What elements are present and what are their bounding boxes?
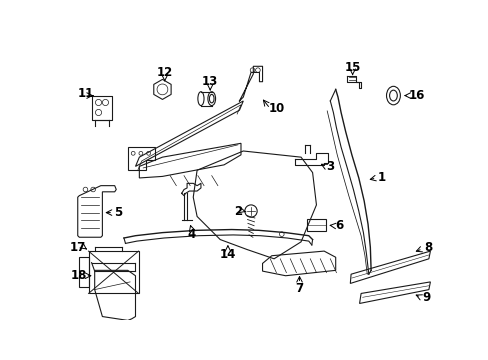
Text: 4: 4 [187,228,195,240]
Text: 7: 7 [295,282,303,294]
Bar [306,219,326,231]
Text: 5: 5 [113,206,122,219]
Text: 3: 3 [325,160,334,173]
Text: 1: 1 [377,171,385,184]
Text: 8: 8 [423,241,431,254]
Text: 15: 15 [344,61,360,74]
Bar [79,257,88,287]
Text: 14: 14 [219,248,236,261]
Text: 13: 13 [202,75,218,88]
Text: 18: 18 [71,269,87,282]
Text: 11: 11 [77,87,93,100]
Text: 2: 2 [233,204,242,217]
Text: 17: 17 [69,241,86,254]
Text: 6: 6 [335,219,343,232]
Text: 16: 16 [407,89,424,102]
Text: 10: 10 [268,102,284,115]
Text: 9: 9 [422,291,430,304]
Text: 12: 12 [156,66,173,79]
Bar [88,251,138,293]
